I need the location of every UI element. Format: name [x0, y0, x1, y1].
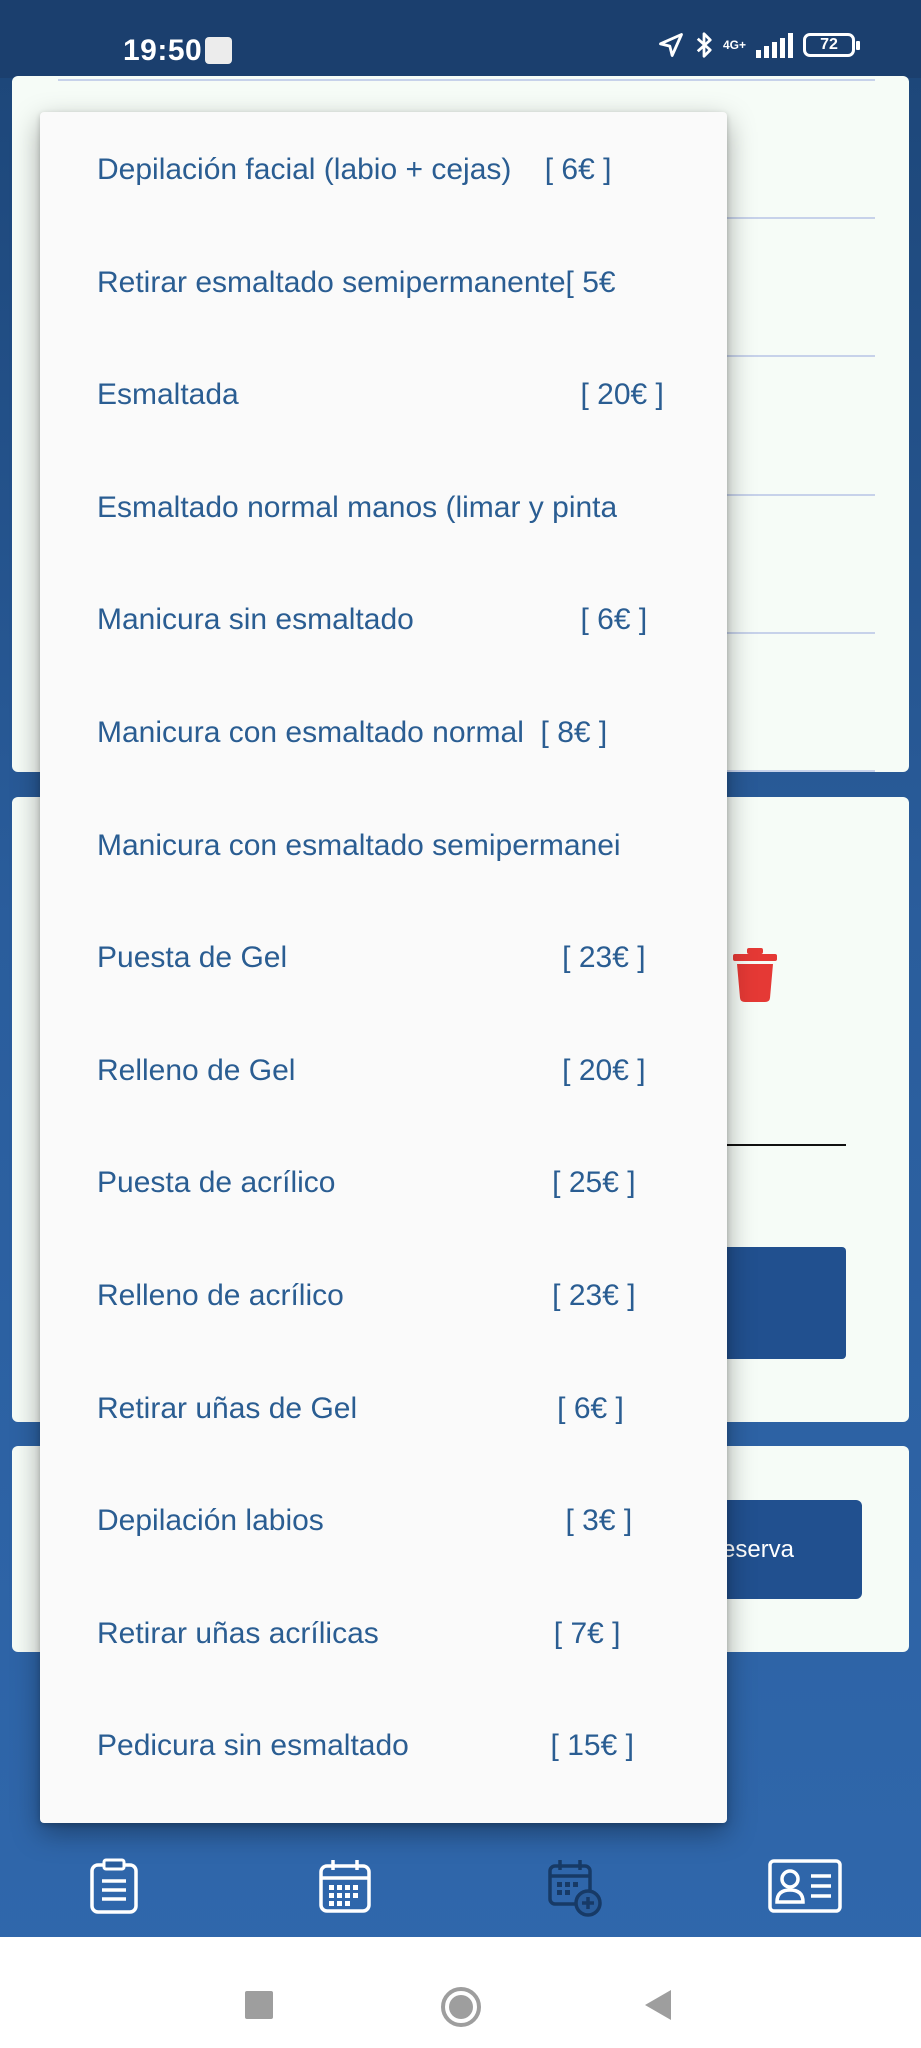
reserve-button-label: reserva	[714, 1536, 795, 1563]
service-option[interactable]: Manicura con esmaltado normal [ 8€ ]	[40, 677, 727, 790]
signal-icon	[756, 32, 793, 58]
services-list: Depilación facial (labio + cejas) [ 6€ ]…	[40, 114, 727, 1803]
service-label: Relleno de acrílico [ 23€ ]	[97, 1278, 636, 1312]
id-card-icon[interactable]	[767, 1858, 843, 1914]
service-option[interactable]: Relleno de Gel [ 20€ ]	[40, 1015, 727, 1128]
service-label: Relleno de Gel [ 20€ ]	[97, 1053, 646, 1087]
service-option[interactable]: Esmaltada [ 20€ ]	[40, 339, 727, 452]
notification-icon	[205, 37, 232, 64]
service-label: Retirar uñas acrílicas [ 7€ ]	[97, 1616, 621, 1650]
service-option[interactable]: Manicura sin esmaltado [ 6€ ]	[40, 564, 727, 677]
clipboard-icon[interactable]	[89, 1858, 139, 1914]
service-label: Retirar uñas de Gel [ 6€ ]	[97, 1391, 624, 1425]
calendar-icon[interactable]	[318, 1858, 372, 1914]
back-icon[interactable]	[643, 1988, 673, 2022]
service-label: Pedicura sin esmaltado [ 15€ ]	[97, 1729, 634, 1763]
calendar-add-icon[interactable]	[547, 1858, 603, 1918]
service-label: Esmaltada [ 20€ ]	[97, 378, 664, 412]
service-option[interactable]: Retirar uñas de Gel [ 6€ ]	[40, 1353, 727, 1466]
service-option[interactable]: Retirar uñas acrílicas [ 7€ ]	[40, 1578, 727, 1691]
divider	[712, 217, 875, 219]
divider	[712, 770, 875, 772]
divider	[58, 79, 875, 81]
service-label: Depilación labios [ 3€ ]	[97, 1504, 633, 1538]
service-label: Esmaltado normal manos (limar y pinta	[97, 490, 618, 524]
service-label: Manicura con esmaltado semipermanei	[97, 828, 621, 862]
service-label: Depilación facial (labio + cejas) [ 6€ ]	[97, 153, 612, 186]
battery-icon: 72	[803, 33, 860, 57]
service-option[interactable]: Esmaltado normal manos (limar y pinta	[40, 452, 727, 565]
service-label: Puesta de Gel [ 23€ ]	[97, 941, 646, 975]
service-option[interactable]: Puesta de acrílico [ 25€ ]	[40, 1127, 727, 1240]
service-option[interactable]: Retirar esmaltado semipermanente[ 5€	[40, 227, 727, 340]
home-icon[interactable]	[440, 1986, 482, 2028]
service-label: Retirar esmaltado semipermanente[ 5€	[97, 265, 616, 299]
divider	[712, 632, 875, 634]
input-underline	[720, 1144, 846, 1146]
service-option[interactable]: Relleno de acrílico [ 23€ ]	[40, 1240, 727, 1353]
service-option[interactable]: Depilación labios [ 3€ ]	[40, 1465, 727, 1578]
status-time: 19:50	[123, 34, 203, 67]
service-label: Manicura sin esmaltado [ 6€ ]	[97, 603, 648, 637]
status-bar: 19:50 4G+ 72	[0, 0, 921, 78]
service-option[interactable]: Puesta de Gel [ 23€ ]	[40, 902, 727, 1015]
service-option[interactable]: Manicura con esmaltado semipermanei	[40, 790, 727, 903]
service-option[interactable]: Pedicura sin esmaltado [ 15€ ]	[40, 1690, 727, 1803]
location-icon	[659, 33, 683, 57]
divider	[712, 494, 875, 496]
service-label: Puesta de acrílico [ 25€ ]	[97, 1166, 636, 1200]
divider	[712, 355, 875, 357]
service-option[interactable]: Depilación facial (labio + cejas) [ 6€ ]	[40, 114, 727, 227]
service-label: Manicura con esmaltado normal [ 8€ ]	[97, 715, 608, 749]
recents-icon[interactable]	[244, 1990, 274, 2020]
reserve-button[interactable]: reserva	[700, 1500, 862, 1599]
services-dropdown: Depilación facial (labio + cejas) [ 6€ ]…	[40, 112, 727, 1823]
network-type: 4G+	[722, 38, 746, 52]
bluetooth-icon	[696, 32, 712, 58]
trash-icon[interactable]	[733, 948, 777, 1002]
system-nav-bar	[0, 1937, 921, 2048]
status-icons: 4G+ 72	[657, 30, 860, 60]
